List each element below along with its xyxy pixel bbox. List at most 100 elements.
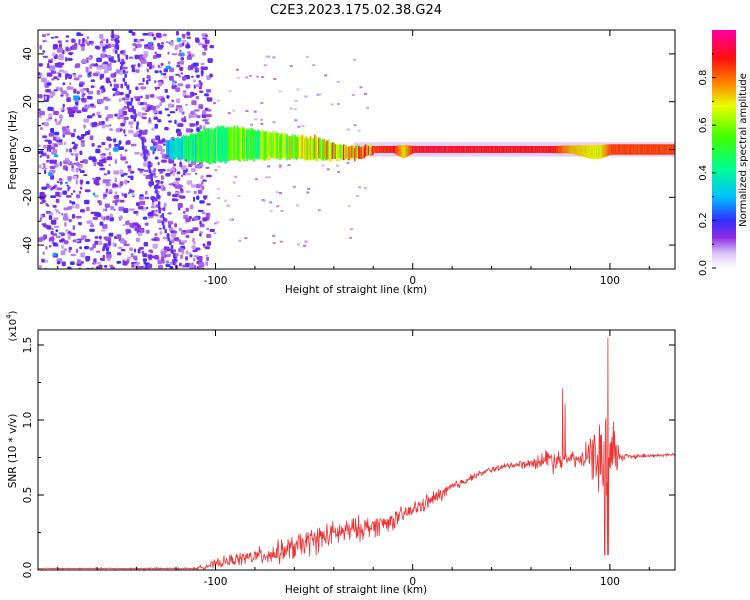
spectrogram-noise-cell (157, 119, 161, 123)
spectrogram-noise-cell (39, 44, 43, 50)
spectrogram-noise-cell (187, 95, 193, 98)
spectrogram-noise-cell (202, 119, 208, 122)
spectrogram-noise-cell (186, 180, 193, 185)
spectrogram-noise-cell (205, 246, 210, 250)
spectrogram-noise-cell (147, 212, 152, 216)
spectrogram-noise-cell (160, 149, 166, 153)
spectrogram-ridge-cell (569, 145, 571, 154)
spectrogram-noise-cell (199, 124, 202, 130)
spectrogram-ridge-cell (605, 144, 607, 157)
spectrogram-noise-cell (324, 74, 328, 77)
spectrogram-noise-cell (131, 67, 136, 73)
spectrogram-noise-cell (125, 71, 129, 74)
spectrogram-ridge-cell (318, 137, 320, 158)
spectrogram-noise-cell (113, 195, 118, 200)
spectrogram-noise-cell (79, 209, 85, 213)
spectrogram-noise-cell (206, 256, 210, 261)
spectrogram-ridge-cell (648, 144, 650, 155)
spectrogram-noise-cell (190, 110, 195, 115)
spectrogram-noise-cell (92, 158, 97, 163)
spectrogram-ridge-cell (497, 146, 500, 153)
spectrogram-noise-cell (144, 222, 149, 226)
spectrogram-ridge-cell (396, 145, 399, 156)
spectrogram-ridge-cell (337, 145, 339, 162)
spectrogram-noise-cell (153, 168, 157, 173)
spectrogram-x-tick-label: -100 (204, 275, 228, 287)
spectrogram-noise-cell (119, 128, 123, 132)
spectrogram-noise-cell (53, 55, 57, 59)
spectrogram-noise-cell (217, 165, 221, 168)
spectrogram-x-tick-label: 0 (409, 275, 416, 287)
spectrogram-noise-cell (79, 246, 83, 250)
spectrogram-noise-cell (42, 33, 46, 38)
spectrogram-noise-cell (366, 106, 370, 109)
spectrogram-ridge-cell (257, 129, 259, 159)
spectrogram-noise-cell (81, 41, 85, 44)
spectrogram-noise-cell (129, 208, 135, 211)
spectrogram-noise-cell (190, 66, 194, 69)
spectrogram-axes: -100 0 100 -40 -20 0 20 40 (22, 29, 675, 287)
spectrogram-noise-cell (58, 211, 61, 214)
spectrogram-noise-cell (226, 204, 230, 207)
spectrogram-noise-cell (158, 81, 163, 87)
spectrogram-ridge-cell (639, 144, 642, 155)
spectrogram-noise-cell (216, 221, 220, 224)
spectrogram-noise-cell (98, 240, 103, 246)
spectrogram-noise-cell (117, 252, 122, 256)
spectrogram-noise-cell (165, 218, 168, 223)
spectrogram-noise-cell (38, 72, 41, 76)
spectrogram-noise-cell (168, 120, 173, 123)
spectrogram-noise-cell (192, 79, 196, 83)
spectrogram-noise-cell (136, 223, 140, 228)
spectrogram-ridge-cell (406, 145, 408, 157)
spectrogram-noise-cell (138, 57, 145, 60)
spectrogram-ridge-cell (229, 127, 232, 160)
spectrogram-noise-cell (101, 38, 106, 42)
spectrogram-streak-cell (148, 165, 151, 170)
spectrogram-noise-cell (173, 230, 178, 234)
spectrogram-noise-cell (159, 102, 162, 106)
spectrogram-noise-cell (147, 106, 151, 111)
spectrogram-noise-cell (132, 255, 138, 260)
spectrogram-noise-cell (39, 155, 42, 158)
spectrogram-noise-cell (87, 75, 91, 78)
spectrogram-ridge-cell (432, 146, 435, 153)
spectrogram-noise-cell (67, 74, 72, 79)
spectrogram-noise-cell (326, 168, 330, 171)
spectrogram-ridge-cell (613, 144, 616, 155)
spectrogram-noise-cell (244, 237, 248, 240)
spectrogram-noise-cell (82, 93, 86, 96)
spectrogram-ridge-cell (661, 144, 664, 155)
spectrogram-noise-cell (164, 88, 168, 93)
spectrogram-noise-cell (143, 173, 146, 177)
spectrogram-ridge-cell (373, 146, 375, 153)
spectrogram-noise-cell (71, 141, 76, 145)
spectrogram-noise-cell (114, 243, 117, 247)
spectrogram-ridge-cell (512, 146, 515, 153)
spectrogram-noise-cell (46, 33, 50, 36)
spectrogram-noise-cell (162, 253, 165, 258)
spectrogram-noise-cell (72, 152, 76, 156)
spectrogram-ridge-cell (392, 146, 395, 153)
spectrogram-noise-cell (177, 83, 184, 87)
spectrogram-noise-cell (114, 71, 117, 76)
spectrogram-noise-cell (93, 121, 98, 126)
spectrogram-noise-cell (180, 254, 184, 259)
spectrogram-noise-cell (48, 215, 53, 220)
spectrogram-noise-cell (162, 143, 166, 146)
spectrogram-ridge-cell (258, 130, 261, 160)
spectrogram-noise-cell (316, 93, 320, 96)
spectrogram-streak-cell (141, 137, 144, 142)
spectrogram-noise-cell (117, 115, 121, 120)
spectrogram-ridge-cell (197, 132, 200, 162)
spectrogram-noise-cell (46, 72, 53, 77)
spectrogram-noise-cell (205, 166, 210, 169)
spectrogram-noise-cell (245, 76, 249, 79)
spectrogram-noise-cell (151, 238, 157, 241)
spectrogram-noise-cell (70, 261, 75, 265)
spectrogram-noise-cell (192, 237, 195, 243)
spectrogram-noise-cell (114, 177, 118, 183)
spectrogram-noise-cell (187, 51, 191, 55)
spectrogram-noise-cell (118, 246, 123, 249)
spectrogram-noise-cell (317, 209, 321, 212)
